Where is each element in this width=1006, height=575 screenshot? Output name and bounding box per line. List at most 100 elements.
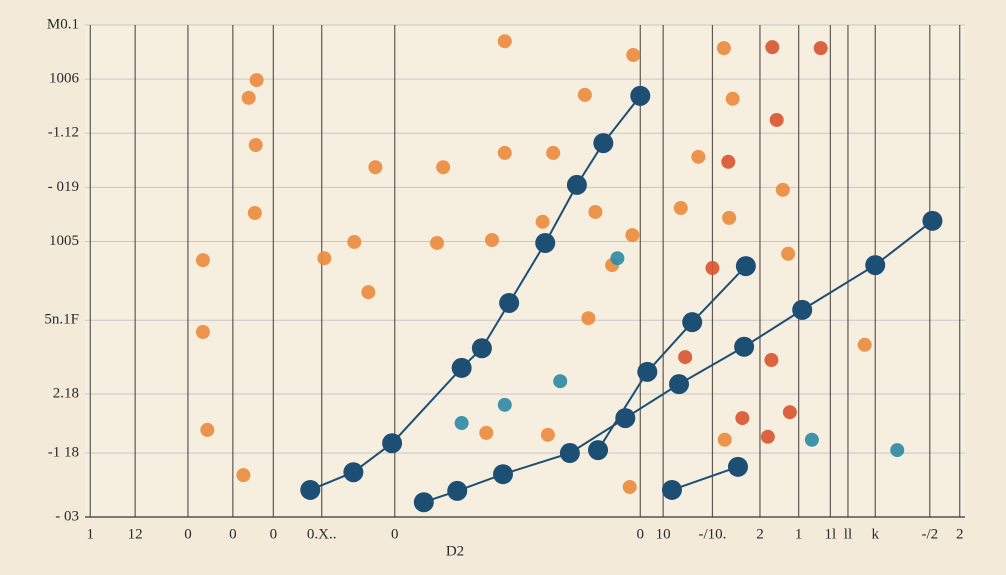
line-point — [559, 443, 580, 464]
scatter-point — [813, 41, 828, 56]
line-point — [727, 456, 748, 477]
scatter-point — [454, 416, 469, 431]
scatter-point — [722, 210, 737, 225]
x-tick-label: k — [871, 526, 879, 542]
scatter-point — [368, 160, 383, 175]
y-tick-label: M0.1 — [47, 16, 79, 32]
scatter-point — [436, 160, 451, 175]
scatter-point — [890, 443, 905, 458]
scatter-point — [691, 149, 706, 164]
scatter-point — [735, 411, 750, 426]
y-tick-label: 1005 — [49, 233, 79, 249]
scatter-point — [241, 90, 256, 105]
line-point — [637, 361, 658, 382]
scatter-point — [347, 234, 362, 249]
scatter-point — [317, 251, 332, 266]
scatter-point — [764, 353, 779, 368]
scatter-point — [857, 337, 872, 352]
line-point — [735, 256, 756, 277]
scatter-point — [610, 251, 625, 266]
x-tick-label: 0 — [637, 526, 645, 542]
line-point — [661, 479, 682, 500]
scatter-point — [769, 112, 784, 127]
scatter-point — [781, 246, 796, 261]
scatter-point — [430, 235, 444, 250]
series-line — [671, 465, 739, 491]
line-point — [865, 255, 886, 276]
scatter-point — [765, 40, 780, 55]
scatter-point — [577, 87, 592, 102]
scatter-point — [497, 145, 512, 160]
x-tick-label: 0 — [229, 526, 237, 542]
scatter-point — [622, 479, 637, 494]
x-tick-label: 10 — [656, 526, 671, 542]
scatter-point — [497, 397, 512, 412]
y-tick-label: 2.18 — [53, 385, 79, 401]
scatter-point — [361, 285, 376, 300]
x-tick-label: -/10. — [698, 526, 726, 542]
scatter-point — [725, 91, 740, 106]
scatter-point — [721, 154, 736, 169]
scatter-point — [546, 145, 561, 160]
y-tick-label: - 03 — [55, 508, 79, 524]
scatter-point — [678, 350, 693, 365]
scatter-point — [705, 261, 720, 276]
scatter-point — [553, 374, 568, 389]
line-point — [499, 292, 520, 313]
line-point — [630, 85, 651, 106]
line-point — [413, 492, 434, 513]
line-point — [922, 210, 943, 231]
scatter-point — [588, 204, 603, 219]
scatter-point — [485, 233, 499, 248]
series-line — [309, 95, 642, 491]
line-point — [343, 462, 364, 483]
series-line — [423, 220, 934, 504]
line-point — [382, 433, 403, 454]
line-point — [300, 479, 321, 500]
line-point — [669, 374, 689, 395]
x-axis-label: D2 — [446, 543, 464, 559]
scatter-point — [248, 138, 263, 153]
line-point — [451, 357, 472, 378]
plot-area — [85, 25, 965, 517]
line-point — [792, 299, 813, 320]
scatter-point — [195, 325, 210, 340]
x-tick-label: 0.X.. — [307, 526, 337, 542]
y-tick-label: 5n.1F — [44, 312, 79, 328]
scatter-point — [479, 425, 494, 440]
line-point — [447, 480, 468, 501]
scatter-point — [716, 41, 731, 56]
scatter-point — [673, 201, 688, 216]
x-tick-label: 0 — [270, 526, 278, 542]
x-tick-label: 2 — [956, 526, 964, 542]
line-point — [734, 336, 755, 357]
x-tick-label: 12 — [128, 526, 143, 542]
x-tick-label: 1 — [87, 526, 95, 542]
y-tick-label: -1.12 — [48, 125, 79, 141]
x-tick-label: ll — [844, 526, 852, 542]
line-point — [566, 174, 587, 195]
scatter-point — [497, 34, 512, 49]
scatter-point — [760, 429, 775, 444]
scatter-point — [247, 205, 262, 220]
scatter-point — [581, 311, 596, 326]
scatter-point — [625, 228, 640, 243]
scatter-point — [775, 182, 790, 197]
line-point — [471, 338, 492, 359]
y-tick-label: 1006 — [49, 71, 80, 87]
scatter-point — [195, 253, 210, 268]
line-point — [682, 312, 703, 333]
scatter-point — [249, 73, 264, 88]
scatter-point — [782, 405, 797, 420]
line-point — [493, 464, 513, 485]
scatter-point — [535, 214, 550, 229]
scatter-point — [626, 48, 641, 63]
x-tick-label: -/2 — [921, 526, 938, 542]
x-tick-label: 1 — [795, 526, 803, 542]
line-point — [535, 232, 556, 253]
line-point — [593, 133, 614, 154]
y-tick-label: - 019 — [48, 179, 79, 195]
series-line — [597, 265, 747, 451]
x-tick-label: 1l — [825, 526, 837, 542]
